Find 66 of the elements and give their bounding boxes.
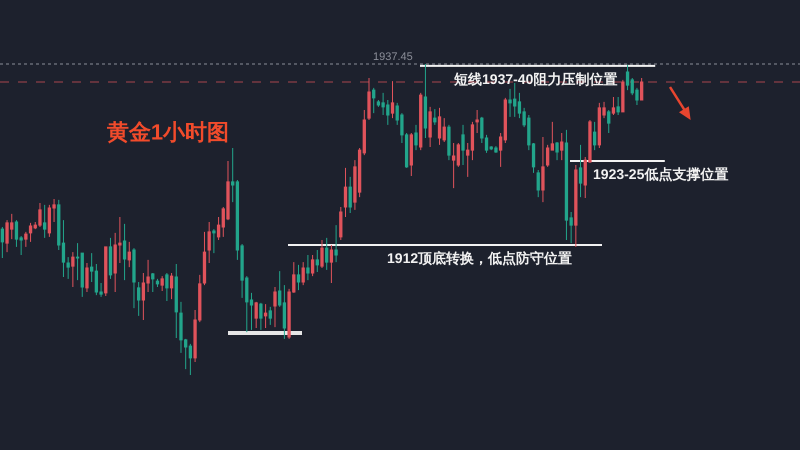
candlestick <box>128 241 131 268</box>
candlestick <box>264 304 268 329</box>
candlestick <box>302 262 305 286</box>
candlestick <box>0 226 4 259</box>
candlestick <box>254 301 258 329</box>
candlestick <box>334 224 338 263</box>
candlestick <box>616 96 620 116</box>
candlestick <box>578 144 582 198</box>
candlestick <box>137 282 140 316</box>
candlestick <box>165 272 169 302</box>
candlestick <box>43 204 46 238</box>
text: 1937.45 <box>373 51 413 63</box>
candlestick <box>330 244 334 284</box>
candlestick <box>372 87 376 114</box>
candlestick <box>174 263 178 338</box>
text: 黄金1小时图 <box>106 120 230 145</box>
candlestick <box>156 278 160 288</box>
candlestick <box>461 124 465 166</box>
candlestick <box>612 96 616 116</box>
candlestick <box>108 237 112 280</box>
candlestick <box>212 228 216 254</box>
candlestick <box>320 240 324 269</box>
candlestick <box>574 164 578 248</box>
candlestick <box>325 237 328 270</box>
candlestick <box>475 110 479 134</box>
candlestick <box>66 256 70 280</box>
candlestick <box>151 272 154 292</box>
candlestick <box>122 223 126 281</box>
candlestick <box>592 121 596 151</box>
candlestick <box>310 254 314 277</box>
candlestick <box>296 264 300 291</box>
candlestick <box>428 106 432 148</box>
candlestick <box>268 306 272 326</box>
candlestick <box>447 124 451 161</box>
candlestick <box>414 124 418 151</box>
candlestick <box>208 221 211 264</box>
candlestick <box>390 80 394 119</box>
ref-line-label: 1912顶底转换，低点防守位置 <box>387 250 572 266</box>
candlestick <box>536 170 540 198</box>
candlestick <box>104 246 108 296</box>
candlestick <box>555 142 559 161</box>
candlestick <box>132 248 136 309</box>
candlestick <box>348 176 352 214</box>
candlestick <box>339 206 342 241</box>
candlestick <box>202 231 206 286</box>
candlestick <box>607 110 610 134</box>
candlestick <box>306 254 310 281</box>
candlestick <box>160 276 164 292</box>
candlestick <box>24 231 28 248</box>
candlestick <box>316 249 319 273</box>
candlestick <box>273 286 277 328</box>
candlestick <box>621 79 624 112</box>
candlestick <box>170 272 174 300</box>
candlestick <box>541 136 545 203</box>
candlestick <box>640 77 644 101</box>
candlestick <box>424 63 428 138</box>
candlestick <box>85 262 89 292</box>
candlestick <box>71 252 75 288</box>
candlestick <box>344 167 348 218</box>
candlestick <box>419 92 422 151</box>
candlestick <box>410 132 413 176</box>
ref-line-label: 1923-25低点支撑位置 <box>593 166 728 182</box>
candlestick <box>433 108 436 126</box>
candlestick <box>259 302 263 330</box>
candlestick <box>367 77 371 120</box>
candlestick <box>560 132 564 161</box>
